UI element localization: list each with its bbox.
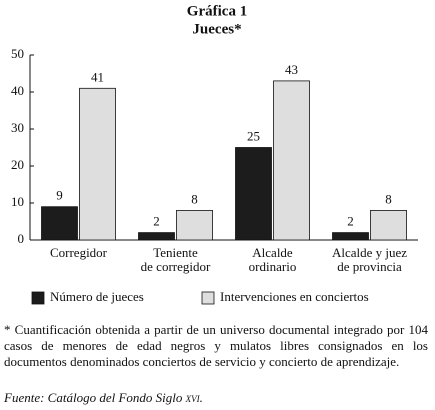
chart-subtitle: Jueces*: [192, 21, 241, 37]
data-label: 41: [91, 69, 104, 84]
y-tick-label: 20: [11, 157, 24, 172]
bar: [273, 80, 310, 241]
legend-swatch: [201, 291, 215, 305]
legend-swatch: [31, 291, 45, 305]
data-label: 2: [347, 214, 354, 229]
data-label: 9: [56, 188, 63, 203]
y-tick-label: 0: [18, 231, 25, 246]
legend-label: Intervenciones en conciertos: [220, 289, 369, 304]
y-tick-label: 40: [11, 83, 24, 98]
bar: [332, 232, 369, 241]
x-tick-label: Alcalde y juez de provincia: [332, 245, 407, 274]
bar: [235, 147, 272, 241]
y-tick-label: 10: [11, 194, 24, 209]
data-label: 8: [191, 191, 198, 206]
source: Fuente: Catálogo del Fondo Siglo xvi.: [4, 390, 203, 405]
y-tick-label: 30: [11, 120, 24, 135]
legend-label: Número de jueces: [50, 289, 144, 304]
bar: [176, 209, 213, 241]
x-tick-label: Alcalde ordinario: [249, 245, 297, 274]
data-label: 2: [153, 214, 160, 229]
bar: [138, 232, 175, 241]
chart: Gráfica 1 Jueces* 0 10 20 30 40 50 Corregidor 9…: [11, 3, 418, 305]
bar: [79, 87, 116, 241]
bar: [370, 209, 407, 241]
data-label: 43: [285, 62, 298, 77]
data-label: 8: [385, 191, 392, 206]
y-tick-label: 50: [11, 46, 24, 61]
bar: [41, 206, 78, 241]
chart-title: Gráfica 1: [187, 3, 247, 19]
footnote: * Cuantificación obtenida a partir de un…: [4, 322, 428, 369]
x-tick-label: Corregidor: [50, 245, 108, 260]
x-tick-label: Teniente de corregidor: [141, 245, 211, 274]
data-label: 25: [247, 128, 260, 143]
